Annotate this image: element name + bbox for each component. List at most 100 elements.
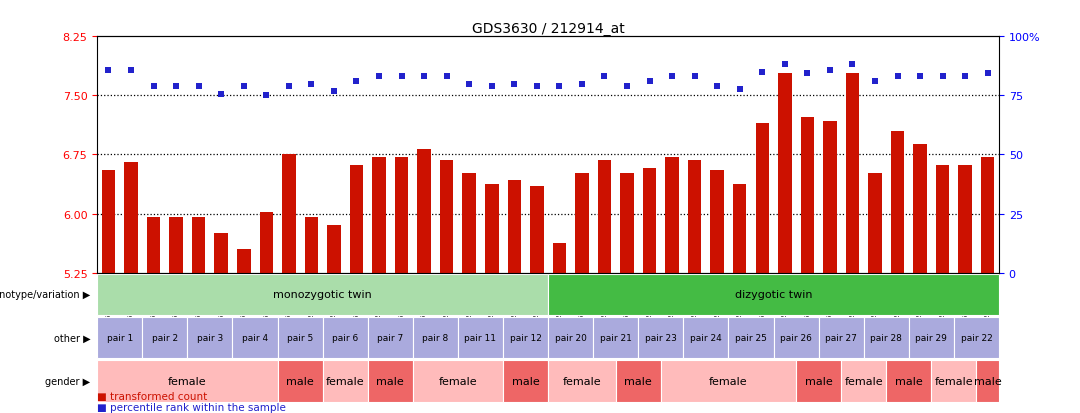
Bar xyxy=(841,360,887,402)
Bar xyxy=(413,317,458,358)
Bar xyxy=(458,317,503,358)
Text: male: male xyxy=(805,376,833,386)
Bar xyxy=(278,360,323,402)
Text: female: female xyxy=(326,376,365,386)
Point xyxy=(619,83,636,90)
Bar xyxy=(462,173,476,273)
Text: male: male xyxy=(286,376,314,386)
Bar xyxy=(954,317,999,358)
Text: male: male xyxy=(624,376,652,386)
Bar xyxy=(323,317,367,358)
Text: male: male xyxy=(512,376,539,386)
Text: female: female xyxy=(168,376,206,386)
Text: genotype/variation ▶: genotype/variation ▶ xyxy=(0,290,91,299)
Text: pair 25: pair 25 xyxy=(735,333,767,342)
Text: female: female xyxy=(438,376,477,386)
Point xyxy=(957,73,974,80)
Text: pair 27: pair 27 xyxy=(825,333,858,342)
Bar xyxy=(503,317,549,358)
Bar xyxy=(909,317,954,358)
Bar xyxy=(576,173,589,273)
Bar xyxy=(553,244,566,273)
Point xyxy=(280,83,297,90)
Text: pair 21: pair 21 xyxy=(599,333,632,342)
Bar xyxy=(305,218,319,273)
Bar xyxy=(323,360,367,402)
Bar xyxy=(981,157,995,273)
Bar xyxy=(887,360,931,402)
Point xyxy=(302,81,320,88)
Text: pair 29: pair 29 xyxy=(916,333,947,342)
Text: pair 22: pair 22 xyxy=(960,333,993,342)
Point xyxy=(799,71,816,77)
Bar xyxy=(593,317,638,358)
Point xyxy=(889,73,906,80)
Bar xyxy=(638,317,684,358)
Text: pair 5: pair 5 xyxy=(287,333,313,342)
Text: female: female xyxy=(934,376,973,386)
Text: female: female xyxy=(845,376,883,386)
Point xyxy=(843,62,861,68)
Bar xyxy=(232,317,278,358)
Bar xyxy=(215,234,228,273)
Point xyxy=(460,81,477,88)
Point xyxy=(416,73,433,80)
Bar xyxy=(147,218,160,273)
Bar xyxy=(958,165,972,273)
Bar xyxy=(417,150,431,273)
Point xyxy=(640,78,658,85)
Bar xyxy=(864,317,909,358)
Text: pair 8: pair 8 xyxy=(422,333,448,342)
Point xyxy=(258,93,275,100)
Text: female: female xyxy=(710,376,747,386)
Point xyxy=(573,81,591,88)
Bar xyxy=(733,184,746,273)
Bar xyxy=(597,161,611,273)
Bar xyxy=(192,218,205,273)
Text: pair 11: pair 11 xyxy=(464,333,497,342)
Bar xyxy=(508,181,521,273)
Text: gender ▶: gender ▶ xyxy=(45,376,91,386)
Bar xyxy=(97,360,278,402)
Bar xyxy=(773,317,819,358)
Bar xyxy=(891,131,904,273)
Point xyxy=(167,83,185,90)
Bar xyxy=(188,317,232,358)
Point xyxy=(213,91,230,98)
Point xyxy=(483,83,500,90)
Point xyxy=(190,83,207,90)
Title: GDS3630 / 212914_at: GDS3630 / 212914_at xyxy=(472,22,624,36)
Point xyxy=(731,87,748,93)
Point xyxy=(325,89,342,95)
Bar xyxy=(688,161,701,273)
Bar xyxy=(684,317,729,358)
Bar xyxy=(796,360,841,402)
Bar xyxy=(282,155,296,273)
Text: ■ percentile rank within the sample: ■ percentile rank within the sample xyxy=(97,402,286,412)
Bar xyxy=(620,173,634,273)
Text: pair 6: pair 6 xyxy=(332,333,359,342)
Text: male: male xyxy=(377,376,404,386)
Bar xyxy=(914,145,927,273)
Point xyxy=(505,81,523,88)
Point xyxy=(754,69,771,76)
Bar xyxy=(549,360,616,402)
Point xyxy=(393,73,410,80)
Bar xyxy=(367,360,413,402)
Bar xyxy=(440,161,454,273)
Text: pair 23: pair 23 xyxy=(645,333,677,342)
Point xyxy=(686,73,703,80)
Point xyxy=(551,83,568,90)
Bar xyxy=(97,274,549,316)
Text: pair 2: pair 2 xyxy=(152,333,178,342)
Text: monozygotic twin: monozygotic twin xyxy=(273,290,372,299)
Bar xyxy=(756,123,769,273)
Bar xyxy=(124,163,138,273)
Bar xyxy=(549,317,593,358)
Bar xyxy=(485,184,499,273)
Text: pair 24: pair 24 xyxy=(690,333,721,342)
Bar xyxy=(143,317,188,358)
Text: male: male xyxy=(895,376,922,386)
Text: pair 4: pair 4 xyxy=(242,333,268,342)
Bar xyxy=(868,173,881,273)
